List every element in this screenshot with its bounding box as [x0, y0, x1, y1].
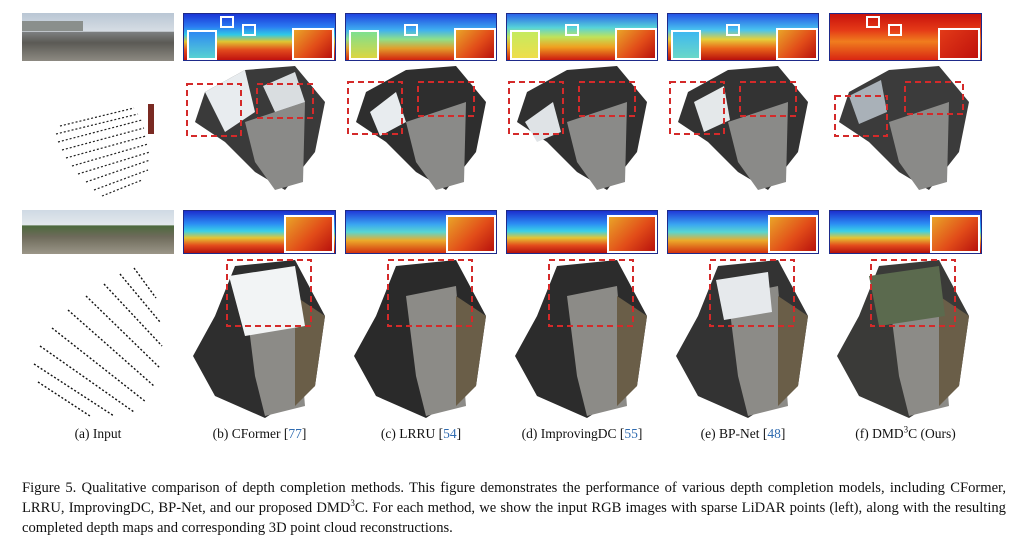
point-cloud-cformer-scene-2 [193, 259, 325, 418]
point-cloud-lrru-scene-2 [354, 259, 486, 418]
point-cloud-improvingdc-scene-2 [515, 259, 647, 418]
point-cloud-lrru-scene-1 [347, 66, 486, 190]
depth-map-bpnet-scene-2 [667, 210, 819, 254]
depth-map-lrru-scene-1 [345, 13, 497, 61]
citation-link-improvingdc[interactable]: 55 [624, 426, 638, 441]
point-cloud-improvingdc-scene-1 [508, 66, 647, 190]
point-cloud-ours-scene-1 [834, 66, 969, 190]
depth-map-improvingdc-scene-1 [506, 13, 658, 61]
depth-map-lrru-scene-2 [345, 210, 497, 254]
figure-caption: Figure 5. Qualitative comparison of dept… [22, 479, 1006, 536]
qualitative-comparison-figure: (a) Input (b) CFormer [77] (c) LRRU [54]… [22, 13, 982, 441]
citation-link-cformer[interactable]: 77 [288, 426, 302, 441]
sparse-lidar-points-scene-2 [33, 267, 163, 417]
label-ours: (f) DMD3C (Ours) [855, 424, 956, 441]
point-cloud-bpnet-scene-1 [669, 66, 808, 190]
depth-map-bpnet-scene-1 [667, 13, 819, 61]
label-input: (a) Input [74, 426, 122, 441]
label-improvingdc: (d) ImprovingDC [55] [521, 426, 643, 441]
depth-map-improvingdc-scene-2 [506, 210, 658, 254]
citation-link-bpnet[interactable]: 48 [767, 426, 781, 441]
rgb-image-scene-2 [22, 210, 174, 254]
point-cloud-ours-scene-2 [837, 259, 969, 418]
sparse-lidar-points-scene-1 [55, 104, 154, 197]
point-cloud-bpnet-scene-2 [676, 259, 808, 418]
rgb-image-scene-1 [22, 13, 174, 61]
label-lrru: (c) LRRU [54] [380, 426, 462, 441]
citation-link-lrru[interactable]: 54 [443, 426, 457, 441]
depth-map-ours-scene-2 [829, 210, 982, 254]
depth-map-cformer-scene-1 [183, 13, 336, 61]
depth-map-ours-scene-1 [829, 13, 982, 61]
label-bpnet: (e) BP-Net [48] [700, 426, 786, 441]
depth-map-cformer-scene-2 [183, 210, 336, 254]
label-cformer: (b) CFormer [77] [212, 426, 307, 441]
point-cloud-cformer-scene-1 [186, 66, 325, 190]
